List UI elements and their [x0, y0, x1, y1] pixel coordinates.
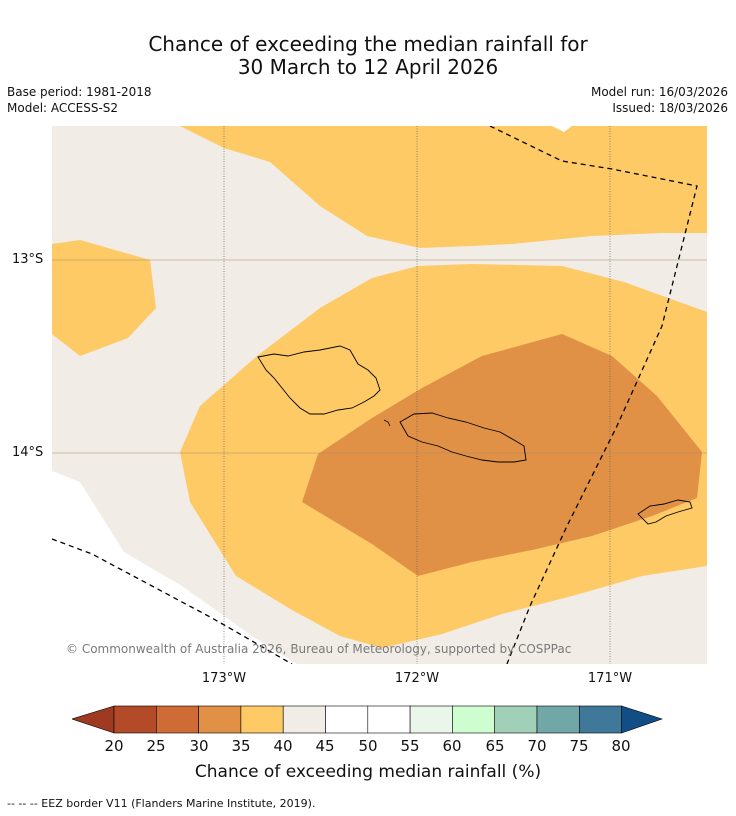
- colorbar-segment-55-60: [409, 705, 453, 734]
- small-islet: [383, 419, 391, 427]
- colorbar-tick-50: 50: [358, 737, 378, 755]
- band-45-50-southwest: [52, 471, 297, 664]
- band-30-35-core: [302, 334, 702, 576]
- rainfall-map: [52, 126, 707, 664]
- colorbar-segment-25-30: [156, 705, 199, 734]
- colorbar-segment-45-50: [325, 705, 369, 734]
- colorbar-tick-65: 65: [485, 737, 505, 755]
- colorbar-tick-25: 25: [146, 737, 166, 755]
- colorbar-low-extension: [72, 705, 115, 734]
- map-canvas: [52, 126, 707, 664]
- map-title-line-1: Chance of exceeding the median rainfall …: [148, 32, 588, 56]
- colorbar-segment-35-40: [240, 705, 284, 734]
- colorbar-tick-20: 20: [104, 737, 124, 755]
- base-period: Base period: 1981-2018: [7, 85, 152, 99]
- colorbar-tick-55: 55: [400, 737, 420, 755]
- model-name: Model: ACCESS-S2: [7, 101, 119, 115]
- colorbar-segment-65-70: [494, 705, 538, 734]
- colorbar-tick-30: 30: [189, 737, 209, 755]
- band-45-50-north-notch: [552, 126, 572, 132]
- colorbar-label: Chance of exceeding median rainfall (%): [194, 762, 542, 782]
- meta-right: Model run: 16/03/2026 Issued: 18/03/2026: [591, 84, 728, 116]
- colorbar-tick-35: 35: [231, 737, 251, 755]
- lat-label-14s: 14°S: [12, 445, 44, 460]
- colorbar: [72, 705, 663, 734]
- colorbar-tick-80: 80: [611, 737, 631, 755]
- savaii-island: [257, 345, 381, 415]
- colorbar-tick-75: 75: [569, 737, 589, 755]
- model-run: Model run: 16/03/2026: [590, 85, 728, 99]
- colorbar-segment-75-80: [578, 705, 622, 734]
- colorbar-segment-50-55: [367, 705, 411, 734]
- colorbar-segment-20-25: [113, 705, 157, 734]
- colorbar-segment-30-35: [198, 705, 242, 734]
- eez-legend-note: -- -- -- EEZ border V11 (Flanders Marine…: [7, 797, 316, 810]
- band-35-40-north: [180, 126, 707, 248]
- colorbar-tick-70: 70: [527, 737, 547, 755]
- lon-label-172w: 172°W: [394, 671, 440, 686]
- upolu-island: [399, 412, 527, 463]
- issued-date: Issued: 18/03/2026: [612, 101, 728, 115]
- colorbar-tick-60: 60: [442, 737, 462, 755]
- colorbar-segment-40-45: [282, 705, 326, 734]
- lat-label-13s: 13°S: [12, 252, 44, 267]
- colorbar-tick-45: 45: [315, 737, 335, 755]
- eez-border-southwest: [52, 538, 293, 664]
- colorbar-high-extension: [621, 705, 663, 734]
- tutuila-island: [637, 499, 693, 525]
- map-title-line-2: 30 March to 12 April 2026: [237, 55, 499, 79]
- colorbar-segment-70-75: [536, 705, 580, 734]
- eez-border-east: [489, 126, 698, 664]
- lon-label-171w: 171°W: [587, 671, 633, 686]
- colorbar-segment-60-65: [452, 705, 495, 734]
- copyright-notice: © Commonwealth of Australia 2026, Bureau…: [66, 642, 572, 656]
- meta-left: Base period: 1981-2018 Model: ACCESS-S2: [7, 84, 152, 116]
- lon-label-173w: 173°W: [201, 671, 247, 686]
- colorbar-tick-40: 40: [273, 737, 293, 755]
- band-35-40-west: [52, 240, 156, 356]
